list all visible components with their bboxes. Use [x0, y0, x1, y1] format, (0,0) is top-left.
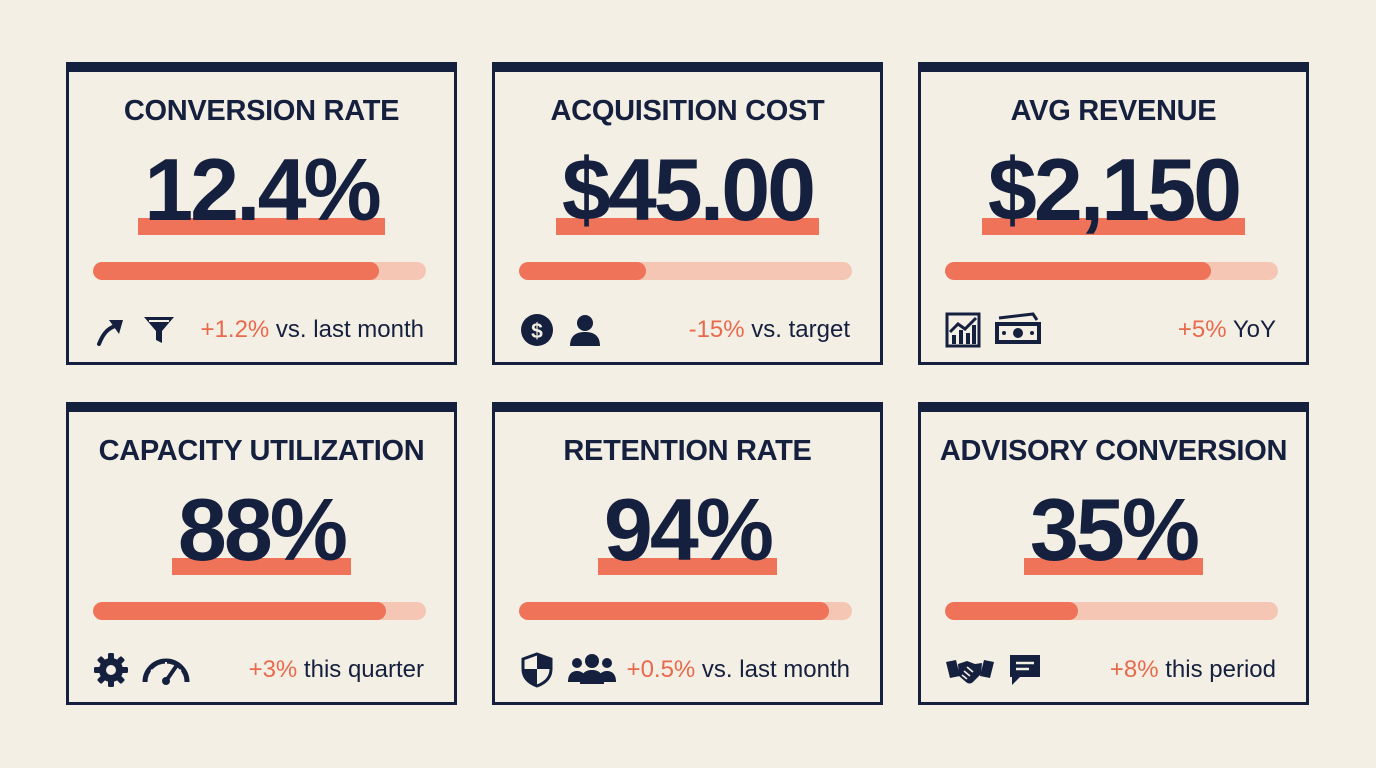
card-title: CAPACITY UTILIZATION	[98, 435, 425, 467]
dollar-coin-icon: $	[519, 312, 555, 348]
kpi-value: 94%	[603, 480, 774, 579]
delta-label: vs. target	[744, 316, 850, 343]
delta-text: -15% vs. target	[689, 316, 850, 344]
kpi-card-retention-rate: RETENTION RATE 94% +0.5% vs. last month	[492, 402, 883, 705]
delta-text: +5% YoY	[1178, 316, 1276, 344]
shield-icon	[519, 652, 555, 688]
handshake-icon	[945, 652, 995, 688]
speedometer-icon	[141, 652, 191, 688]
delta-text: +0.5% vs. last month	[627, 656, 850, 684]
kpi-card-acquisition-cost: ACQUISITION COST $45.00 $ -15% vs. targe…	[492, 62, 883, 365]
delta-value: +0.5%	[626, 656, 696, 683]
delta-label: vs. last month	[695, 656, 850, 683]
user-icon	[567, 312, 603, 348]
gear-icon	[93, 652, 129, 688]
kpi-value: 12.4%	[144, 140, 382, 239]
kpi-value: 88%	[177, 480, 348, 579]
progress-fill	[945, 602, 1079, 620]
kpi-card-conversion-rate: CONVERSION RATE 12.4% +1.2% vs. last mon…	[66, 62, 457, 365]
card-footer: +3% this quarter	[93, 648, 424, 692]
trend-up-arrow-icon	[93, 312, 129, 348]
kpi-card-avg-revenue: AVG REVENUE $2,150 +5% YoY	[918, 62, 1309, 365]
progress-bar	[519, 602, 852, 620]
card-footer: +0.5% vs. last month	[519, 648, 850, 692]
delta-text: +1.2% vs. last month	[201, 316, 424, 344]
progress-fill	[93, 602, 387, 620]
kpi-value: $45.00	[561, 140, 816, 239]
kpi-value-wrap: $2,150	[981, 140, 1246, 240]
progress-fill	[93, 262, 380, 280]
svg-text:$: $	[531, 320, 543, 343]
progress-bar	[93, 262, 426, 280]
delta-value: +1.2%	[200, 316, 270, 343]
card-title: ACQUISITION COST	[550, 95, 825, 127]
kpi-value: 35%	[1029, 480, 1200, 579]
delta-text: +3% this quarter	[249, 656, 424, 684]
cash-icon	[993, 312, 1043, 348]
card-footer: +5% YoY	[945, 308, 1276, 352]
kpi-value: $2,150	[987, 140, 1242, 239]
value-highlight	[171, 558, 352, 575]
progress-fill	[519, 262, 646, 280]
value-highlight	[1023, 558, 1204, 575]
kpi-card-advisory-conversion: ADVISORY CONVERSION 35% +8% this period	[918, 402, 1309, 705]
card-footer: $ -15% vs. target	[519, 308, 850, 352]
kpi-value-wrap: 35%	[1023, 480, 1204, 580]
card-title: CONVERSION RATE	[123, 95, 400, 127]
delta-label: vs. last month	[269, 316, 424, 343]
card-footer: +1.2% vs. last month	[93, 308, 424, 352]
card-footer: +8% this period	[945, 648, 1276, 692]
card-title: ADVISORY CONVERSION	[939, 435, 1288, 467]
card-title: AVG REVENUE	[1010, 95, 1217, 127]
kpi-card-capacity-utilization: CAPACITY UTILIZATION 88% +3% this quarte…	[66, 402, 457, 705]
delta-value: +8%	[1109, 656, 1159, 683]
progress-bar	[945, 602, 1278, 620]
growth-chart-icon	[945, 312, 981, 348]
progress-bar	[945, 262, 1278, 280]
value-highlight	[597, 558, 778, 575]
kpi-value-wrap: 88%	[171, 480, 352, 580]
chat-bubble-icon	[1007, 652, 1043, 688]
progress-fill	[945, 262, 1212, 280]
delta-value: -15%	[688, 316, 745, 343]
kpi-value-wrap: $45.00	[555, 140, 820, 240]
delta-value: +3%	[248, 656, 298, 683]
delta-value: +5%	[1177, 316, 1227, 343]
card-title: RETENTION RATE	[563, 435, 812, 467]
delta-label: this quarter	[297, 656, 424, 683]
progress-fill	[519, 602, 829, 620]
user-group-icon	[567, 652, 617, 688]
kpi-value-wrap: 12.4%	[138, 140, 385, 240]
progress-bar	[93, 602, 426, 620]
kpi-value-wrap: 94%	[597, 480, 778, 580]
delta-label: YoY	[1226, 316, 1276, 343]
value-highlight	[138, 218, 385, 235]
delta-text: +8% this period	[1110, 656, 1276, 684]
progress-bar	[519, 262, 852, 280]
value-highlight	[981, 218, 1246, 235]
delta-label: this period	[1158, 656, 1276, 683]
funnel-icon	[141, 312, 177, 348]
value-highlight	[555, 218, 820, 235]
